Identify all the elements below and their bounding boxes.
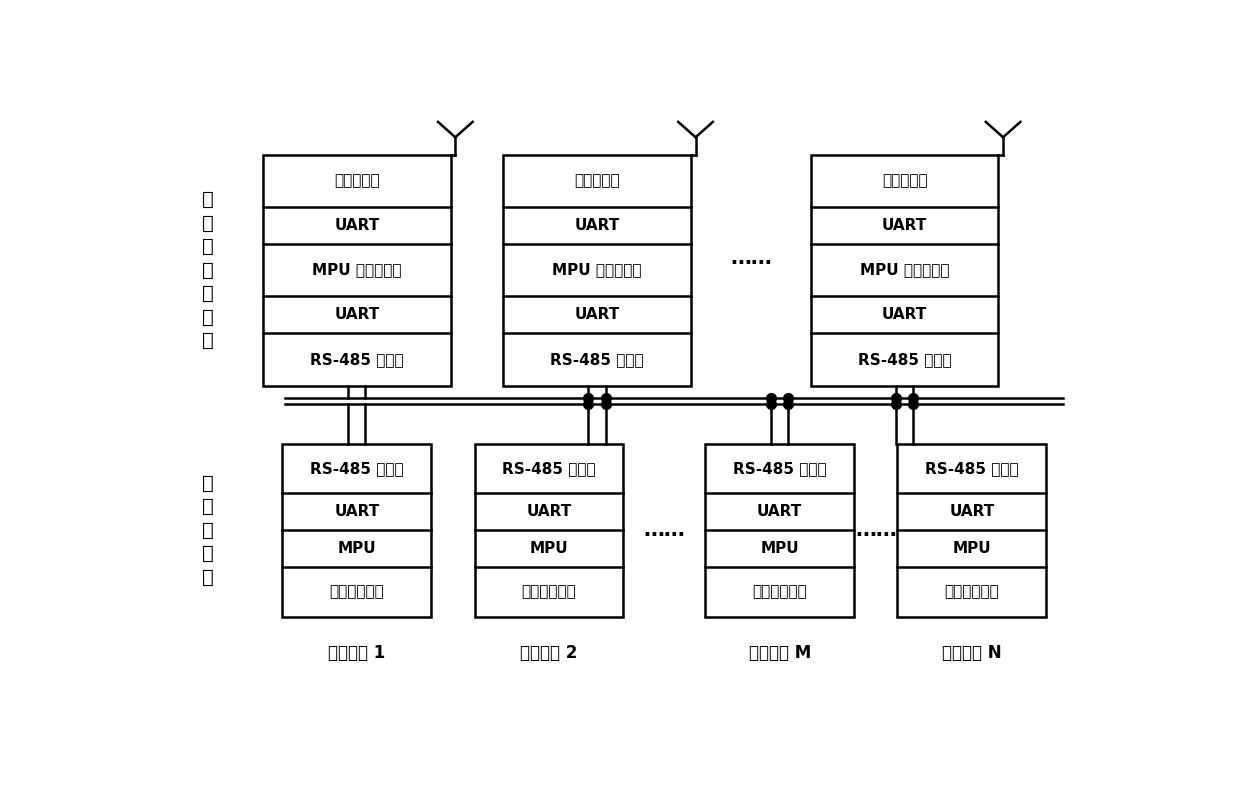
Bar — [706, 444, 854, 617]
Text: 数据采集模块: 数据采集模块 — [330, 584, 384, 599]
Text: 测控子站 N: 测控子站 N — [942, 645, 1002, 662]
Text: ……: …… — [730, 249, 771, 269]
Bar — [503, 154, 691, 386]
Text: UART: UART — [758, 504, 802, 519]
Text: ……: …… — [854, 520, 897, 540]
Text: 测控子站 2: 测控子站 2 — [521, 645, 578, 662]
Text: UART: UART — [574, 307, 620, 322]
Bar — [283, 444, 432, 617]
Text: MPU 与数据收集: MPU 与数据收集 — [552, 262, 642, 278]
Text: ……: …… — [644, 520, 686, 540]
Text: RS-485 收发器: RS-485 收发器 — [310, 461, 404, 476]
Text: 测控子站 1: 测控子站 1 — [329, 645, 386, 662]
Text: 无线收发器: 无线收发器 — [334, 173, 379, 188]
Text: 数据采集模块: 数据采集模块 — [753, 584, 807, 599]
Text: 前
端
数
据
收
发
器: 前 端 数 据 收 发 器 — [202, 190, 213, 350]
Bar — [811, 154, 998, 386]
Text: RS-485 收发器: RS-485 收发器 — [551, 352, 644, 367]
Text: 无线收发器: 无线收发器 — [882, 173, 928, 188]
Text: MPU 与数据收集: MPU 与数据收集 — [859, 262, 950, 278]
Text: MPU: MPU — [952, 542, 991, 556]
Text: UART: UART — [882, 307, 928, 322]
Text: RS-485 收发器: RS-485 收发器 — [925, 461, 1019, 476]
Text: MPU: MPU — [760, 542, 799, 556]
Text: 无线收发器: 无线收发器 — [574, 173, 620, 188]
Bar — [263, 154, 450, 386]
Text: 数
据
供
应
端: 数 据 供 应 端 — [202, 474, 213, 586]
Text: UART: UART — [574, 218, 620, 233]
Text: RS-485 收发器: RS-485 收发器 — [310, 352, 404, 367]
Text: UART: UART — [335, 504, 379, 519]
Text: UART: UART — [882, 218, 928, 233]
Bar — [898, 444, 1047, 617]
Text: 数据采集模块: 数据采集模块 — [522, 584, 577, 599]
Text: MPU: MPU — [529, 542, 568, 556]
Text: RS-485 收发器: RS-485 收发器 — [502, 461, 596, 476]
Bar — [475, 444, 624, 617]
Text: RS-485 收发器: RS-485 收发器 — [733, 461, 827, 476]
Text: MPU: MPU — [337, 542, 376, 556]
Text: 测控子站 M: 测控子站 M — [749, 645, 811, 662]
Text: UART: UART — [950, 504, 994, 519]
Text: RS-485 收发器: RS-485 收发器 — [858, 352, 951, 367]
Text: MPU 与数据收集: MPU 与数据收集 — [312, 262, 402, 278]
Text: UART: UART — [335, 307, 379, 322]
Text: UART: UART — [527, 504, 572, 519]
Text: UART: UART — [335, 218, 379, 233]
Text: 数据采集模块: 数据采集模块 — [945, 584, 999, 599]
